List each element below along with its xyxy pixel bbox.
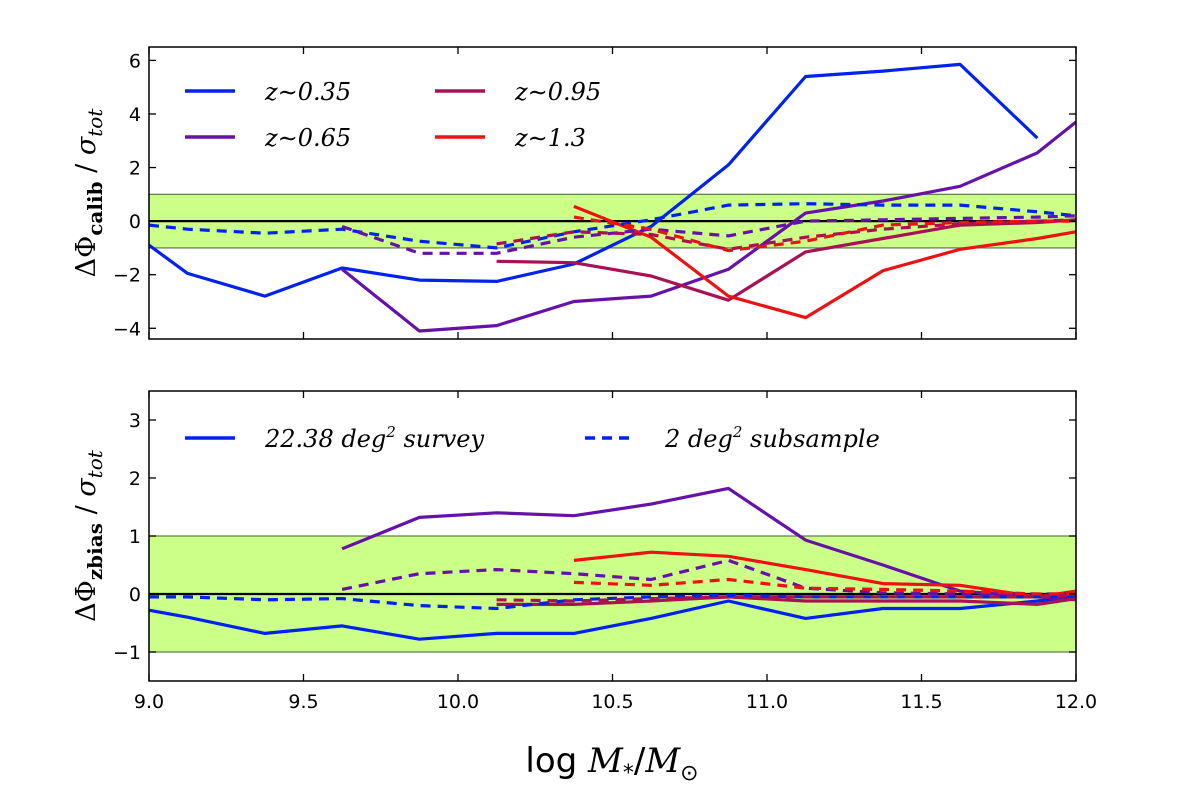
series-line-z-0-95-subsample (496, 593, 1076, 603)
x-tick-label: 12.0 (1055, 691, 1097, 713)
y-tick-label: 2 (129, 468, 141, 490)
legend: 22.38 deg2 survey 2 deg2 subsample (185, 423, 880, 453)
series-line-z-0-65-survey (341, 120, 1076, 333)
y-tick-label: 2 (129, 158, 141, 180)
top-panel: −4 −2 0 2 4 6 ΔΦcalib / σtot z∼0.35 z∼0.95 z∼0.65… (71, 46, 1077, 340)
bottom-panel: −1 0 1 2 3 9.0 9.5 10.0 10.5 11.0 11.5 12.0 ΔΦzbias … (71, 390, 1097, 713)
series-group (149, 486, 1076, 641)
series-line-z-1-3-survey (573, 204, 1076, 320)
y-tick-label: 3 (129, 410, 141, 432)
series-line-z-0-35-survey (149, 595, 1076, 641)
legend-label: z∼0.95 (514, 78, 601, 106)
series-line-z-0-35-subsample (149, 202, 1076, 250)
x-axis-label-text: log M*/M⊙ (525, 741, 698, 786)
series-line-z-1-3-subsample (573, 215, 1076, 253)
x-tick-label: 9.0 (134, 691, 164, 713)
series-line-z-0-65-subsample (341, 214, 1076, 255)
y-tick-label: −2 (113, 265, 141, 287)
y-tick-label: 0 (129, 211, 141, 233)
series-line-z-0-95-survey (496, 595, 1076, 607)
series-line-z-0-65-subsample (341, 558, 1076, 596)
x-tick-label: 11.0 (746, 691, 788, 713)
y-tick-label: 4 (129, 104, 141, 126)
y-axis-label: ΔΦcalib / σtot (71, 108, 107, 278)
series-line-z-1-3-subsample (573, 577, 1076, 596)
legend-label: 2 deg2 subsample (664, 423, 880, 453)
series-group (149, 62, 1076, 333)
y-tick-label: −4 (113, 318, 141, 340)
legend-label: z∼1.3 (514, 124, 586, 152)
x-tick-label: 11.5 (900, 691, 942, 713)
legend-label: z∼0.65 (264, 124, 351, 152)
legend-label: z∼0.35 (264, 78, 351, 106)
y-tick-label: 6 (129, 50, 141, 72)
legend: z∼0.35 z∼0.95 z∼0.65 z∼1.3 (185, 78, 601, 152)
y-tick-label: 1 (129, 526, 141, 548)
x-axis-label: log M*/M⊙ (525, 741, 698, 786)
y-tick-label: −1 (113, 642, 141, 664)
x-tick-label: 9.5 (288, 691, 318, 713)
x-tick-label: 10.5 (591, 691, 633, 713)
y-axis-label: ΔΦzbias / σtot (71, 449, 107, 622)
x-tick-label: 10.0 (437, 691, 479, 713)
legend-label: 22.38 deg2 survey (264, 423, 484, 453)
y-tick-label: 0 (129, 584, 141, 606)
